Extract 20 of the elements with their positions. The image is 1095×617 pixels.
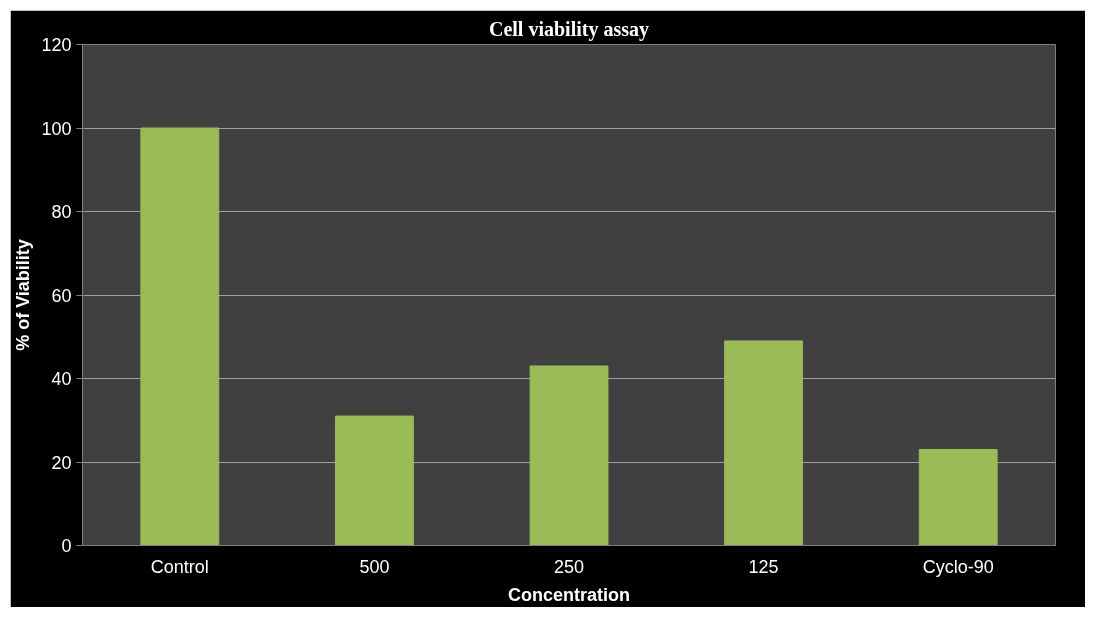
bar — [140, 127, 220, 546]
y-tick-label: 120 — [41, 35, 72, 55]
chart-title: Cell viability assay — [489, 17, 650, 41]
y-axis-title: % of Viability — [13, 239, 34, 351]
y-tick-label: 60 — [51, 285, 72, 306]
bar — [334, 415, 414, 546]
x-tick-label: 500 — [359, 556, 390, 577]
bar — [724, 340, 804, 546]
bar — [529, 365, 609, 546]
y-tick-label: 100 — [41, 118, 72, 139]
bar — [918, 448, 998, 546]
x-tick-label: Control — [150, 556, 209, 577]
y-tick-label: 40 — [51, 369, 72, 389]
x-tick-label: 250 — [553, 556, 585, 577]
x-axis-title: Concentration — [508, 584, 631, 605]
y-tick-label: 80 — [51, 202, 72, 222]
y-tick-label: 20 — [51, 452, 72, 473]
y-tick-label: 0 — [61, 536, 72, 556]
x-tick-label: 125 — [748, 556, 779, 577]
x-tick-label: Cyclo-90 — [922, 556, 994, 577]
